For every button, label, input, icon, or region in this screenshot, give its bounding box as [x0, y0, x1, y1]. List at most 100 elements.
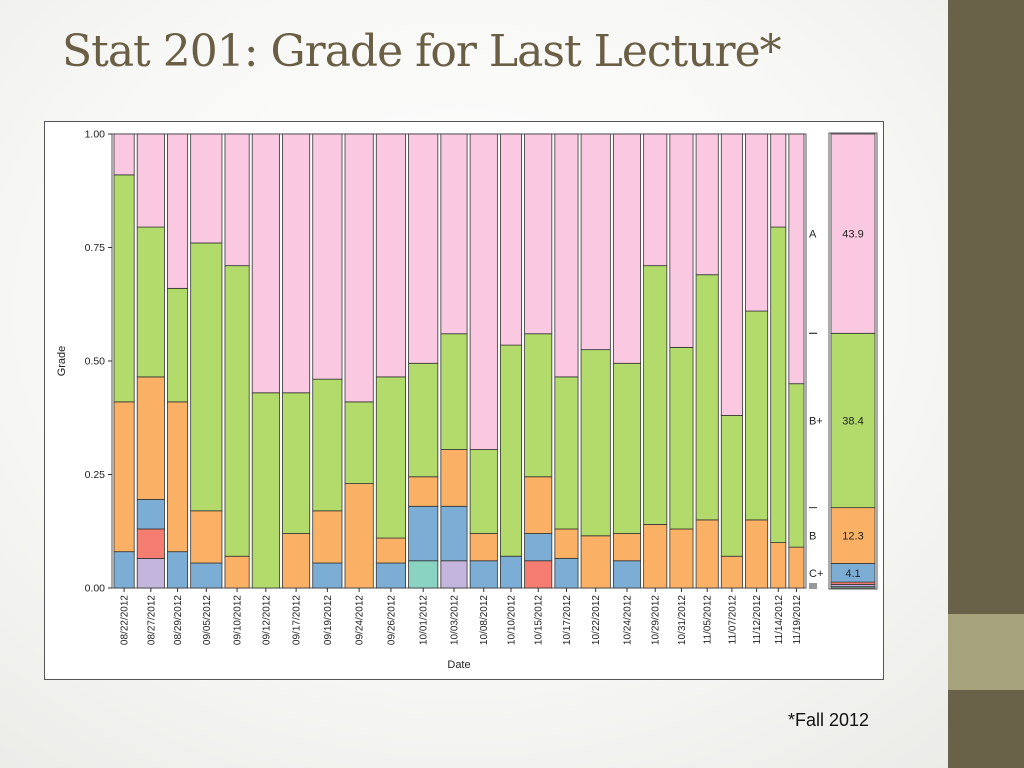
bar-segment	[251, 392, 280, 589]
x-tick-label: 10/01/2012	[419, 595, 430, 645]
x-tick-label: 10/10/2012	[506, 595, 517, 645]
bar-segment	[788, 133, 805, 385]
bar-segment	[669, 528, 694, 589]
x-tick-label: 09/17/2012	[292, 595, 303, 645]
summary-value-label: 12.3	[842, 531, 863, 543]
bar-segment	[770, 133, 787, 228]
x-tick-label: 08/29/2012	[173, 595, 184, 645]
x-tick-label: 09/19/2012	[323, 595, 334, 645]
bar-segment	[312, 133, 343, 380]
bar-segment	[282, 533, 311, 589]
bar-segment	[469, 449, 498, 534]
bar-segment	[720, 555, 743, 589]
bar-segment	[136, 499, 165, 530]
bar-segment	[282, 392, 311, 534]
y-tick-label: 0.25	[85, 469, 106, 481]
x-tick-label: 10/29/2012	[651, 595, 662, 645]
bar-segment	[524, 533, 553, 562]
bar-segment	[612, 560, 642, 589]
bar-segment	[469, 560, 498, 589]
x-tick-label: 09/05/2012	[202, 595, 213, 645]
chart-frame: 0.00 0.25 0.50 0.75 1.00 Grade 08/22/2012 08/27…	[44, 121, 884, 680]
x-tick-label: 10/08/2012	[479, 595, 490, 645]
bar-segment	[524, 133, 553, 335]
bar-segment	[282, 133, 311, 394]
summary-segment	[830, 507, 876, 564]
bar-segment	[312, 378, 343, 512]
x-tick-label: 11/12/2012	[752, 595, 763, 645]
bar-segment	[612, 362, 642, 534]
bar-segment	[643, 265, 668, 525]
bar-segment	[524, 333, 553, 478]
bar-segment	[113, 551, 135, 589]
x-axis-label: Date	[447, 659, 470, 671]
bar-segment	[408, 505, 439, 562]
bar-segment	[136, 226, 165, 378]
bar-segment	[499, 133, 522, 346]
bar-segment	[167, 133, 189, 289]
bar-segment	[499, 555, 522, 589]
x-tick-label: 11/19/2012	[792, 595, 803, 645]
bar-segment	[745, 133, 769, 312]
bar-segment	[554, 133, 579, 378]
bar-segment	[745, 310, 769, 521]
x-tick-label: 08/22/2012	[120, 595, 131, 645]
bar-segment	[788, 383, 805, 548]
x-tick-label: 09/24/2012	[355, 595, 366, 645]
bar-segment	[344, 133, 374, 403]
bar-segment	[375, 537, 406, 564]
bar-segment	[113, 401, 135, 553]
bar-segment	[612, 533, 642, 562]
bar-segment	[524, 560, 553, 589]
bar-segment	[167, 401, 189, 553]
bar-segment	[440, 449, 468, 507]
y-axis-label: Grade	[56, 346, 68, 377]
side-band-accent	[948, 614, 1024, 690]
bar-segment	[408, 133, 439, 364]
bar-segment	[770, 226, 787, 543]
bar-segment	[136, 133, 165, 228]
bar-segment	[695, 519, 719, 589]
bar-segment	[312, 562, 343, 589]
summary-value-label: 4.1	[845, 568, 860, 580]
grade-label: A	[809, 229, 817, 241]
x-tick-label: 10/17/2012	[562, 595, 573, 645]
bar-segment	[643, 133, 668, 267]
bar-segment	[745, 519, 769, 589]
bar-segment	[136, 376, 165, 500]
bar-segment	[113, 174, 135, 403]
bar-segment	[190, 562, 223, 589]
x-tick-label: 10/22/2012	[591, 595, 602, 645]
y-tick-label: 0.50	[85, 356, 106, 368]
bar-segment	[499, 344, 522, 557]
bar-segment	[770, 542, 787, 589]
x-tick-label: 11/05/2012	[703, 595, 714, 645]
bar-segment	[580, 535, 611, 589]
bar-segment	[554, 376, 579, 530]
bar-segment	[612, 133, 642, 364]
x-tick-label: 09/10/2012	[233, 595, 244, 645]
summary-value-label: 43.9	[842, 229, 863, 241]
summary-segment	[830, 133, 876, 334]
bar-segment	[580, 349, 611, 537]
bar-segment	[167, 551, 189, 589]
bar-segment	[440, 333, 468, 450]
x-tick-label: 10/24/2012	[622, 595, 633, 645]
bar-segment	[224, 555, 250, 589]
bar-segment	[469, 133, 498, 450]
bar-segment	[580, 133, 611, 351]
bar-segment	[695, 274, 719, 521]
bar-segment	[375, 376, 406, 539]
x-tick-label: 11/07/2012	[727, 595, 738, 645]
x-tick-label: 10/15/2012	[534, 595, 545, 645]
bar-segment	[695, 133, 719, 276]
bar-segment	[408, 362, 439, 478]
x-tick-label: 08/27/2012	[146, 595, 157, 645]
x-tick-label: 09/26/2012	[386, 595, 397, 645]
y-tick-label: 1.00	[85, 129, 106, 141]
grade-label: C+	[809, 568, 823, 580]
bar-segment	[408, 560, 439, 589]
bar-segment	[440, 505, 468, 562]
bar-segment	[375, 133, 406, 378]
x-tick-label: 09/12/2012	[261, 595, 272, 645]
